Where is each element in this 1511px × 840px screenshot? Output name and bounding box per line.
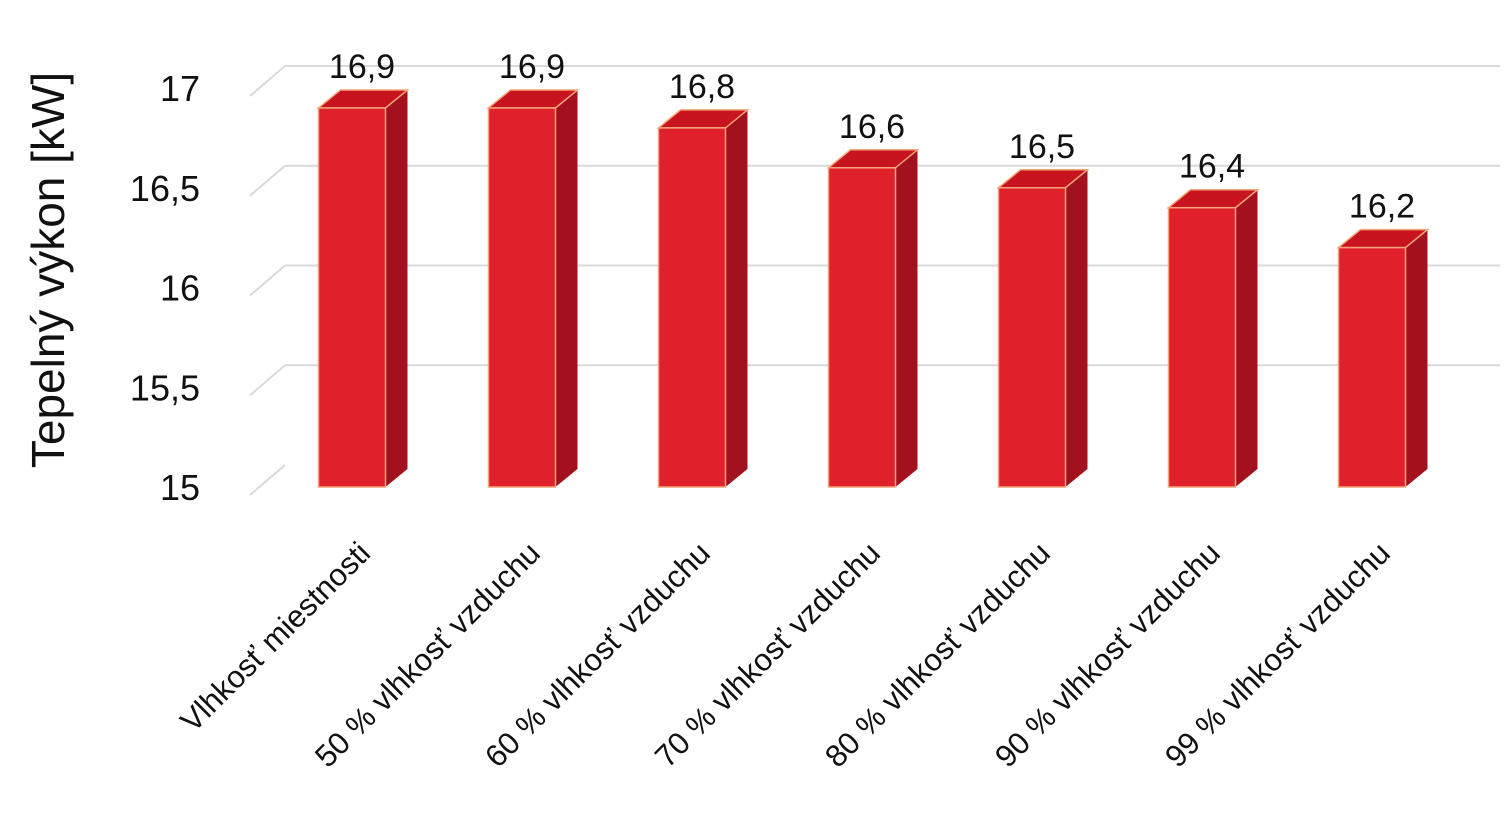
bar xyxy=(826,149,920,488)
bar xyxy=(316,89,410,488)
bar-front xyxy=(1337,246,1407,488)
y-axis-title: Tepelný výkon [kW] xyxy=(22,72,74,468)
bar xyxy=(1166,188,1260,488)
bar-side xyxy=(895,149,918,488)
gridline-diagonal xyxy=(249,65,286,97)
bar xyxy=(996,169,1090,488)
y-tick-label: 16,5 xyxy=(130,168,200,209)
y-tick-label: 17 xyxy=(160,68,200,109)
bar-front xyxy=(827,167,897,488)
bar-front xyxy=(997,187,1067,488)
y-tick-label: 15,5 xyxy=(130,367,200,408)
bar-side xyxy=(1235,189,1258,487)
bar-side xyxy=(555,89,578,487)
gridline-diagonal xyxy=(249,164,286,197)
bar-side xyxy=(1065,169,1088,487)
data-labels: 16,9 16,9 16,8 16,6 16,5 16,4 16,2 xyxy=(329,48,1415,226)
bar-front xyxy=(1167,206,1237,488)
data-label: 16,8 xyxy=(669,68,735,106)
bar-side xyxy=(1405,229,1428,487)
y-tick-label: 15 xyxy=(160,467,200,508)
data-label: 16,9 xyxy=(329,48,395,86)
data-label: 16,6 xyxy=(839,108,905,146)
bars xyxy=(316,89,1430,488)
gridline-diagonal xyxy=(249,264,286,297)
data-label: 16,9 xyxy=(499,48,565,86)
bar-side xyxy=(725,109,748,488)
bar-front xyxy=(657,127,727,488)
bar xyxy=(1336,228,1430,488)
y-tick-label: 16 xyxy=(160,268,200,309)
y-axis-ticks: 15 15,5 16 16,5 17 xyxy=(130,68,200,508)
bar-side xyxy=(385,89,408,487)
bar-front xyxy=(317,107,387,488)
x-category-label: Vlhkosť miestnosti xyxy=(173,535,377,739)
data-label: 16,2 xyxy=(1349,188,1415,226)
gridline-diagonal xyxy=(249,364,286,397)
bar xyxy=(656,109,750,488)
gridline-diagonal xyxy=(249,464,286,496)
bar-front xyxy=(487,107,557,488)
bar xyxy=(486,89,580,488)
data-label: 16,5 xyxy=(1009,128,1075,166)
data-label: 16,4 xyxy=(1179,148,1245,186)
